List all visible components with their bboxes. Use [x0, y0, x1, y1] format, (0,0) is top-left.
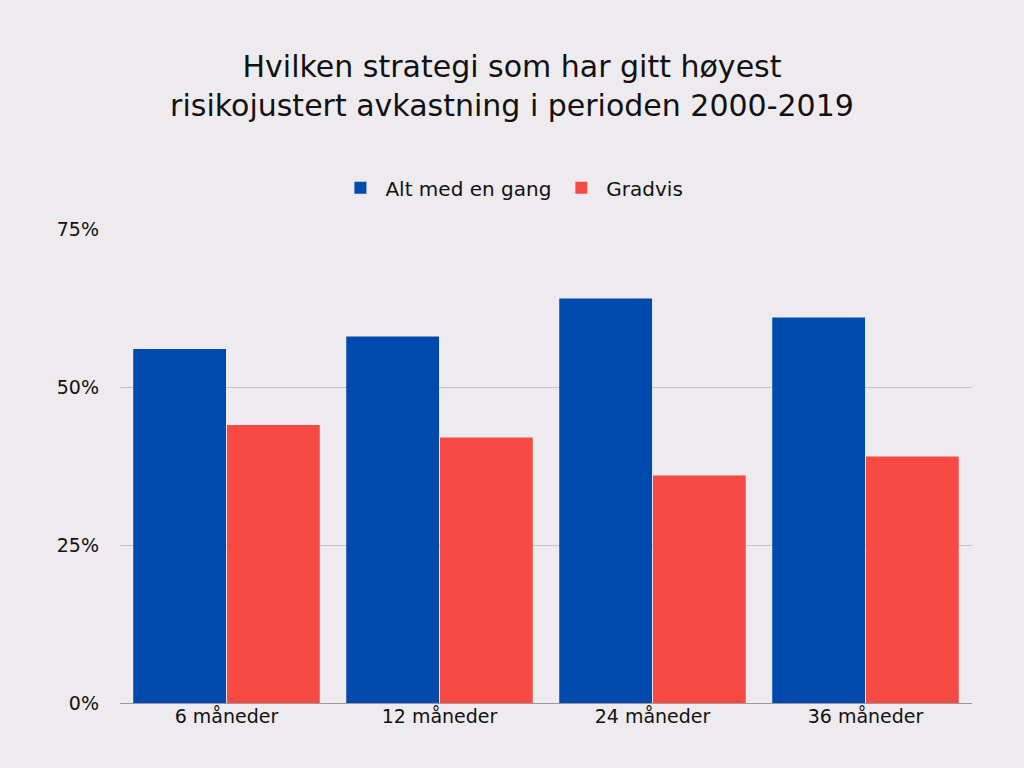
svg-text:25%: 25%	[57, 534, 99, 556]
svg-text:50%: 50%	[57, 376, 99, 398]
svg-text:Alt med en gang: Alt med en gang	[385, 177, 551, 201]
svg-text:6 måneder: 6 måneder	[175, 705, 279, 727]
svg-text:12 måneder: 12 måneder	[382, 705, 498, 727]
svg-text:36 måneder: 36 måneder	[808, 705, 924, 727]
svg-text:75%: 75%	[57, 218, 99, 240]
svg-text:Gradvis: Gradvis	[606, 177, 682, 201]
svg-text:0%: 0%	[69, 692, 99, 714]
svg-text:24 måneder: 24 måneder	[595, 705, 711, 727]
svg-text:Hvilken strategi som har gitt: Hvilken strategi som har gitt høyestrisi…	[170, 49, 854, 123]
